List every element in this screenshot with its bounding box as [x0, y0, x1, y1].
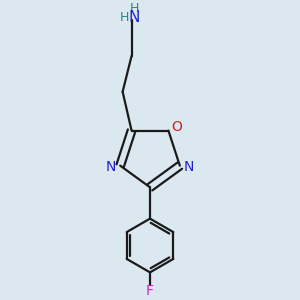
Text: H: H: [129, 2, 139, 15]
Text: O: O: [171, 120, 182, 134]
Text: N: N: [184, 160, 194, 174]
Text: N: N: [128, 10, 140, 25]
Text: F: F: [146, 284, 154, 298]
Text: N: N: [106, 160, 116, 174]
Text: H: H: [119, 11, 129, 24]
